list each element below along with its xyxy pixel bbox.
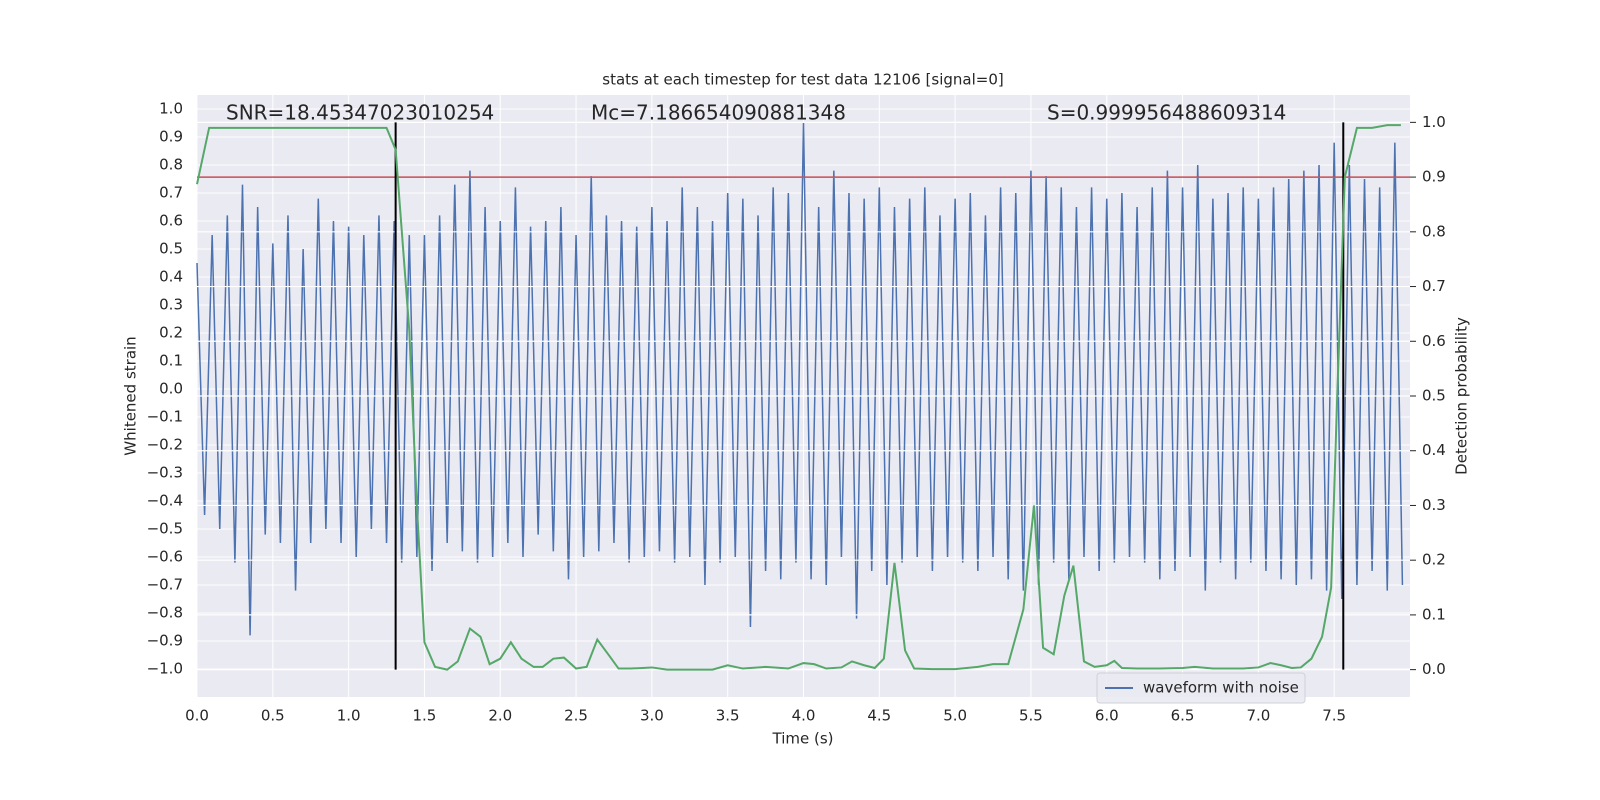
x-tick-label: 7.0: [1246, 707, 1270, 725]
y2-tick-label: 0.9: [1422, 168, 1446, 186]
y-tick-label: −0.3: [147, 464, 183, 482]
y-tick-label: −1.0: [147, 660, 183, 678]
y2-tick-label: 0.7: [1422, 277, 1446, 295]
x-tick-label: 3.0: [640, 707, 664, 725]
y2-axis-label: Detection probability: [1453, 317, 1471, 475]
y2-tick-label: 0.6: [1422, 332, 1446, 350]
y-tick-label: −0.7: [147, 576, 183, 594]
y2-tick-label: 0.1: [1422, 605, 1446, 623]
chart-title: stats at each timestep for test data 121…: [602, 71, 1003, 89]
legend-label: waveform with noise: [1143, 679, 1299, 697]
y-tick-label: 0.2: [159, 324, 183, 342]
annotation: S=0.999956488609314: [1047, 101, 1286, 125]
series-line: [196, 122, 1404, 636]
x-tick-label: 5.5: [1019, 707, 1043, 725]
y-tick-label: −0.8: [147, 604, 183, 622]
y-tick-label: 0.3: [159, 296, 183, 314]
y-tick-label: −0.9: [147, 632, 183, 650]
annotation: Mc=7.186654090881348: [591, 101, 846, 125]
y-tick-label: −0.2: [147, 436, 183, 454]
y-tick-label: −0.6: [147, 548, 183, 566]
y2-tick-label: 0.3: [1422, 496, 1446, 514]
y-tick-label: 0.7: [159, 184, 183, 202]
legend: waveform with noise: [1096, 672, 1306, 704]
x-tick-label: 6.5: [1171, 707, 1195, 725]
x-tick-label: 2.0: [488, 707, 512, 725]
y-tick-label: 1.0: [159, 100, 183, 118]
y2-tick-label: 0.4: [1422, 441, 1446, 459]
y-tick-label: 0.5: [159, 240, 183, 258]
y2-tick-label: 0.8: [1422, 222, 1446, 240]
y-tick-label: 0.4: [159, 268, 183, 286]
x-tick-label: 1.0: [337, 707, 361, 725]
x-tick-label: 4.0: [792, 707, 816, 725]
y-tick-label: 0.8: [159, 156, 183, 174]
y-tick-label: 0.1: [159, 352, 183, 370]
x-tick-label: 6.0: [1095, 707, 1119, 725]
x-tick-label: 0.5: [261, 707, 285, 725]
x-tick-label: 2.5: [564, 707, 588, 725]
x-tick-label: 5.0: [943, 707, 967, 725]
y2-tick-label: 0.5: [1422, 387, 1446, 405]
y-tick-label: −0.4: [147, 492, 183, 510]
y-tick-label: 0.0: [159, 380, 183, 398]
y-tick-label: −0.5: [147, 520, 183, 538]
y-tick-label: −0.1: [147, 408, 183, 426]
x-tick-label: 1.5: [413, 707, 437, 725]
y-axis-label: Whitened strain: [122, 336, 140, 455]
y2-tick-label: 0.2: [1422, 551, 1446, 569]
annotation: SNR=18.45347023010254: [226, 101, 494, 125]
legend-box: [1096, 672, 1306, 704]
y-tick-label: 0.9: [159, 128, 183, 146]
x-axis-label: Time (s): [772, 730, 834, 748]
x-tick-label: 4.5: [867, 707, 891, 725]
x-tick-label: 3.5: [716, 707, 740, 725]
series-line: [196, 124, 1401, 671]
y2-tick-label: 0.0: [1422, 660, 1446, 678]
x-tick-label: 7.5: [1322, 707, 1346, 725]
y2-tick-label: 1.0: [1422, 113, 1446, 131]
y-tick-label: 0.6: [159, 212, 183, 230]
x-tick-label: 0.0: [185, 707, 209, 725]
